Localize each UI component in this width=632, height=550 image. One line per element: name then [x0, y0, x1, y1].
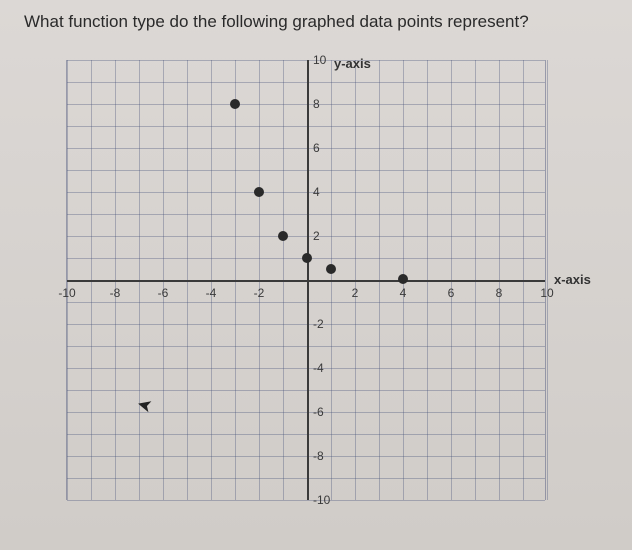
x-tick-label: -6 [158, 286, 169, 300]
x-tick-label: -4 [206, 286, 217, 300]
x-tick-label: -10 [58, 286, 75, 300]
y-axis-label: y-axis [334, 56, 371, 71]
x-tick-label: -8 [110, 286, 121, 300]
chart-area: -10 -8 -6 -4 -2 2 4 6 8 10 -10 -8 -6 -4 -2 2 4 6 8 10 y-axi… [36, 50, 596, 510]
page-container: What function type do the following grap… [0, 0, 632, 550]
y-tick-label: -2 [313, 317, 324, 331]
y-tick-label: 4 [313, 185, 320, 199]
x-tick-label: 2 [352, 286, 359, 300]
x-tick-label: 4 [400, 286, 407, 300]
y-tick-label: 6 [313, 141, 320, 155]
y-tick-label: -8 [313, 449, 324, 463]
grid: -10-8-6-4-2246810-10-8-6-4-2246810 [66, 60, 546, 500]
y-tick-label: 8 [313, 97, 320, 111]
question-text: What function type do the following grap… [10, 12, 622, 32]
y-tick-label: 10 [313, 53, 326, 67]
data-point [278, 231, 288, 241]
data-point [326, 264, 336, 274]
y-tick-label: -4 [313, 361, 324, 375]
data-point [302, 253, 312, 263]
data-point [254, 187, 264, 197]
y-tick-label: -10 [313, 493, 330, 507]
y-tick-label: -6 [313, 405, 324, 419]
y-tick-label: 2 [313, 229, 320, 243]
data-point [398, 274, 408, 284]
x-axis-label: x-axis [554, 272, 591, 287]
x-tick-label: 6 [448, 286, 455, 300]
data-point [230, 99, 240, 109]
x-tick-label: 10 [540, 286, 553, 300]
x-tick-label: -2 [254, 286, 265, 300]
x-tick-label: 8 [496, 286, 503, 300]
